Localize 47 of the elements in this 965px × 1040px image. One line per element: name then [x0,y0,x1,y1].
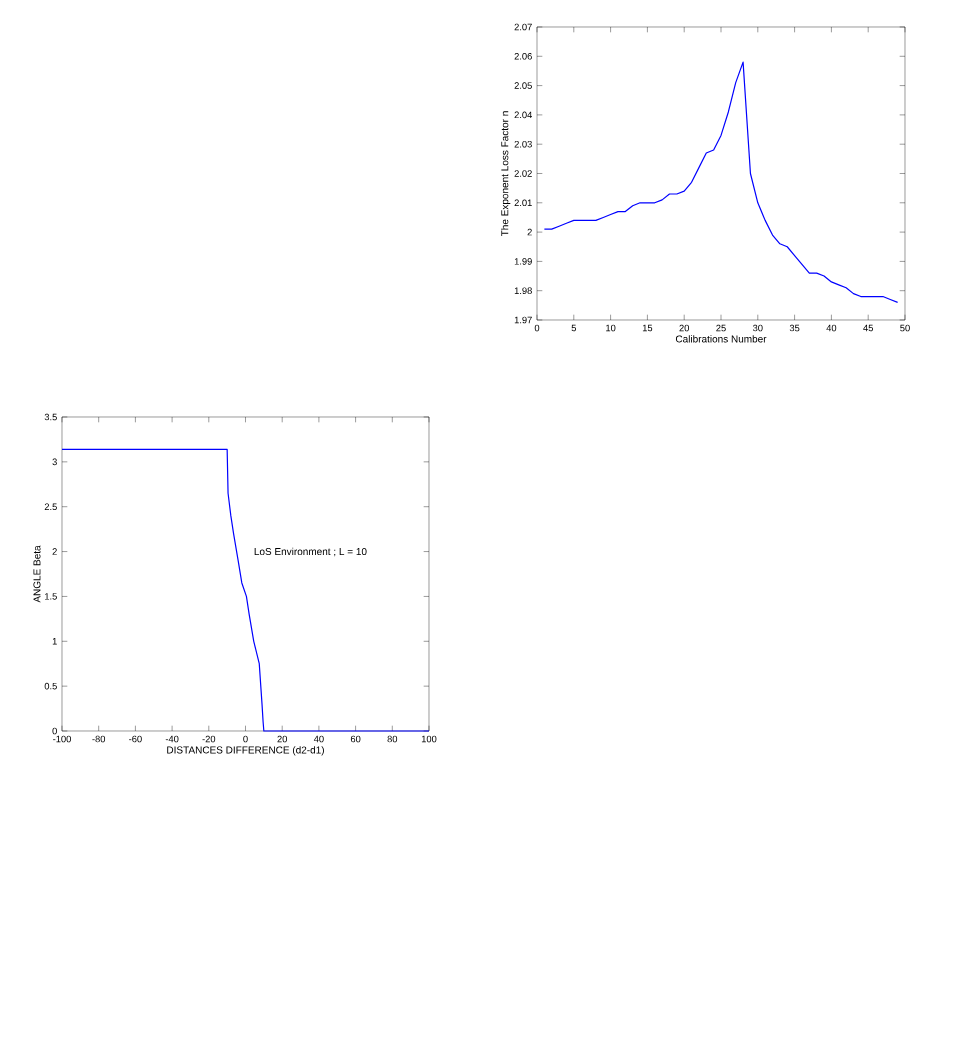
x-tick-label: -40 [165,735,179,743]
x-tick-label: 20 [679,324,690,332]
x-tick-label: 25 [716,324,726,332]
x-axis-title: DISTANCES DIFFERENCE (d2-d1) [167,746,324,756]
y-tick-label: 2.03 [514,140,532,148]
y-tick-label: 1.5 [45,593,57,600]
y-tick-label: 3.5 [44,413,57,421]
x-axis-title: Calibrations Number [675,335,767,343]
y-tick-label: 2.07 [514,23,532,31]
y-axis-title: ANGLE Beta [33,545,41,603]
x-tick-label: 15 [642,324,653,332]
y-tick-label: 1.98 [514,287,532,294]
y-tick-label: 2 [527,228,532,236]
x-tick-label: 5 [571,324,576,332]
y-tick-label: 2.05 [514,82,532,89]
x-tick-label: -60 [129,735,142,743]
y-tick-label: 1.99 [514,258,532,265]
y-tick-label: 3 [52,458,57,466]
x-tick-label: 60 [350,735,361,743]
y-tick-label: 2.02 [514,170,532,177]
x-tick-label: 100 [421,735,437,743]
y-tick-label: 0 [52,727,57,735]
x-tick-label: 50 [900,324,910,332]
line-series [61,448,430,732]
x-tick-label: 40 [826,324,837,332]
x-tick-label: -20 [202,735,216,743]
x-tick-label: 0 [534,324,540,332]
y-tick-label: 2.5 [44,503,57,511]
x-tick-label: -100 [53,735,71,743]
x-tick-label: 30 [752,324,763,332]
x-tick-label: 35 [789,324,800,332]
annotation: LoS Environment ; L = 10 [254,547,367,557]
x-tick-label: 40 [313,735,324,743]
y-tick-label: 1.97 [514,316,532,324]
y-tick-label: 1 [52,638,57,645]
y-tick-label: 2.06 [514,53,532,60]
x-tick-label: 45 [863,324,873,332]
x-tick-label: 0 [243,735,248,743]
x-tick-label: 20 [277,735,288,743]
y-tick-label: 2.04 [514,111,533,119]
x-tick-label: 10 [606,324,616,332]
x-tick-label: -80 [92,735,106,743]
y-axis-title: The Exponent Loss Factor n [501,111,511,237]
x-tick-label: 80 [387,735,398,743]
y-tick-label: 0.5 [44,682,57,690]
y-tick-label: 2 [52,548,57,555]
y-tick-label: 2.01 [514,199,532,207]
